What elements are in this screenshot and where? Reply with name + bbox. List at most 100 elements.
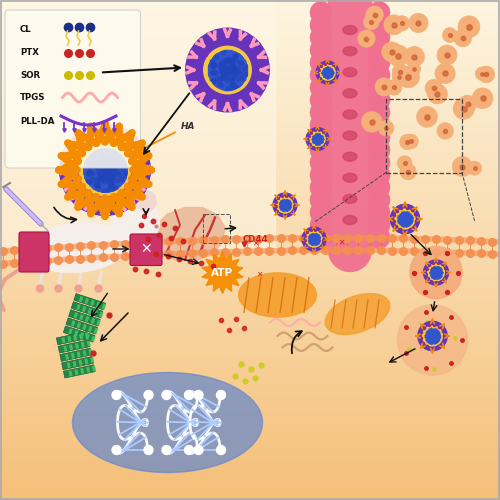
Circle shape bbox=[386, 80, 402, 95]
Circle shape bbox=[162, 446, 171, 454]
FancyBboxPatch shape bbox=[102, 304, 106, 310]
Circle shape bbox=[364, 14, 379, 30]
Text: PTX: PTX bbox=[20, 48, 39, 57]
Circle shape bbox=[382, 42, 402, 62]
Circle shape bbox=[81, 146, 129, 194]
Circle shape bbox=[425, 79, 442, 96]
Circle shape bbox=[478, 66, 494, 83]
Circle shape bbox=[216, 390, 226, 400]
Ellipse shape bbox=[25, 222, 130, 273]
Circle shape bbox=[358, 30, 375, 47]
Circle shape bbox=[458, 16, 480, 38]
FancyBboxPatch shape bbox=[58, 340, 90, 353]
Circle shape bbox=[368, 39, 390, 61]
Circle shape bbox=[310, 126, 332, 148]
Circle shape bbox=[216, 446, 226, 454]
Circle shape bbox=[368, 139, 390, 161]
FancyBboxPatch shape bbox=[56, 332, 88, 345]
FancyBboxPatch shape bbox=[60, 348, 92, 362]
FancyBboxPatch shape bbox=[88, 349, 92, 355]
Text: CL: CL bbox=[20, 26, 32, 35]
Circle shape bbox=[310, 102, 332, 124]
FancyBboxPatch shape bbox=[86, 334, 90, 340]
Ellipse shape bbox=[343, 110, 357, 119]
Text: ✕: ✕ bbox=[338, 238, 344, 247]
Circle shape bbox=[442, 28, 458, 42]
Circle shape bbox=[375, 78, 394, 96]
Text: SOR: SOR bbox=[20, 70, 40, 80]
Circle shape bbox=[95, 285, 102, 292]
FancyBboxPatch shape bbox=[68, 310, 100, 326]
Circle shape bbox=[476, 67, 488, 80]
Circle shape bbox=[368, 189, 390, 211]
FancyBboxPatch shape bbox=[82, 306, 86, 312]
FancyBboxPatch shape bbox=[88, 326, 92, 332]
FancyBboxPatch shape bbox=[88, 308, 92, 314]
FancyBboxPatch shape bbox=[76, 352, 81, 358]
Polygon shape bbox=[155, 208, 225, 261]
FancyBboxPatch shape bbox=[66, 318, 98, 334]
Circle shape bbox=[398, 305, 468, 375]
Circle shape bbox=[310, 152, 332, 174]
FancyBboxPatch shape bbox=[130, 234, 162, 266]
FancyBboxPatch shape bbox=[78, 360, 82, 366]
FancyBboxPatch shape bbox=[19, 232, 49, 272]
Text: TPGS: TPGS bbox=[20, 93, 46, 102]
FancyBboxPatch shape bbox=[74, 294, 106, 310]
FancyBboxPatch shape bbox=[80, 332, 84, 338]
Circle shape bbox=[404, 46, 424, 67]
Text: PLL-DA: PLL-DA bbox=[20, 116, 54, 126]
Circle shape bbox=[310, 76, 332, 98]
Circle shape bbox=[392, 70, 406, 84]
Text: CD44: CD44 bbox=[242, 235, 268, 244]
Circle shape bbox=[136, 190, 156, 212]
Circle shape bbox=[310, 14, 332, 36]
Circle shape bbox=[194, 446, 203, 454]
Circle shape bbox=[437, 45, 457, 65]
Circle shape bbox=[368, 76, 390, 98]
Circle shape bbox=[184, 446, 194, 454]
Polygon shape bbox=[202, 252, 243, 294]
Circle shape bbox=[368, 26, 390, 48]
Circle shape bbox=[144, 446, 153, 454]
Circle shape bbox=[424, 328, 441, 344]
FancyBboxPatch shape bbox=[71, 320, 76, 326]
FancyBboxPatch shape bbox=[82, 350, 86, 356]
FancyBboxPatch shape bbox=[74, 330, 78, 336]
Circle shape bbox=[400, 134, 415, 150]
FancyBboxPatch shape bbox=[86, 367, 90, 373]
Circle shape bbox=[311, 132, 324, 145]
Circle shape bbox=[368, 114, 390, 136]
Circle shape bbox=[368, 126, 390, 148]
Circle shape bbox=[112, 197, 160, 245]
FancyBboxPatch shape bbox=[64, 326, 95, 342]
Ellipse shape bbox=[343, 89, 357, 98]
Circle shape bbox=[321, 66, 334, 79]
Circle shape bbox=[368, 14, 390, 36]
Circle shape bbox=[429, 266, 443, 280]
Circle shape bbox=[404, 134, 418, 149]
FancyBboxPatch shape bbox=[81, 342, 85, 348]
FancyBboxPatch shape bbox=[63, 346, 68, 352]
Circle shape bbox=[310, 226, 332, 248]
Circle shape bbox=[55, 285, 62, 292]
Polygon shape bbox=[0, 0, 275, 250]
Circle shape bbox=[368, 152, 390, 174]
Circle shape bbox=[184, 390, 194, 400]
FancyBboxPatch shape bbox=[85, 316, 89, 322]
Text: ✕: ✕ bbox=[140, 242, 152, 256]
Circle shape bbox=[310, 26, 332, 48]
Circle shape bbox=[368, 89, 390, 111]
Circle shape bbox=[437, 122, 454, 139]
Circle shape bbox=[194, 390, 203, 400]
Circle shape bbox=[396, 210, 413, 228]
FancyBboxPatch shape bbox=[90, 357, 94, 363]
Ellipse shape bbox=[343, 174, 357, 182]
Circle shape bbox=[310, 202, 332, 224]
Circle shape bbox=[75, 285, 82, 292]
Circle shape bbox=[368, 202, 390, 224]
FancyBboxPatch shape bbox=[80, 368, 84, 374]
FancyBboxPatch shape bbox=[75, 343, 79, 349]
Circle shape bbox=[310, 114, 332, 136]
FancyBboxPatch shape bbox=[73, 334, 77, 341]
